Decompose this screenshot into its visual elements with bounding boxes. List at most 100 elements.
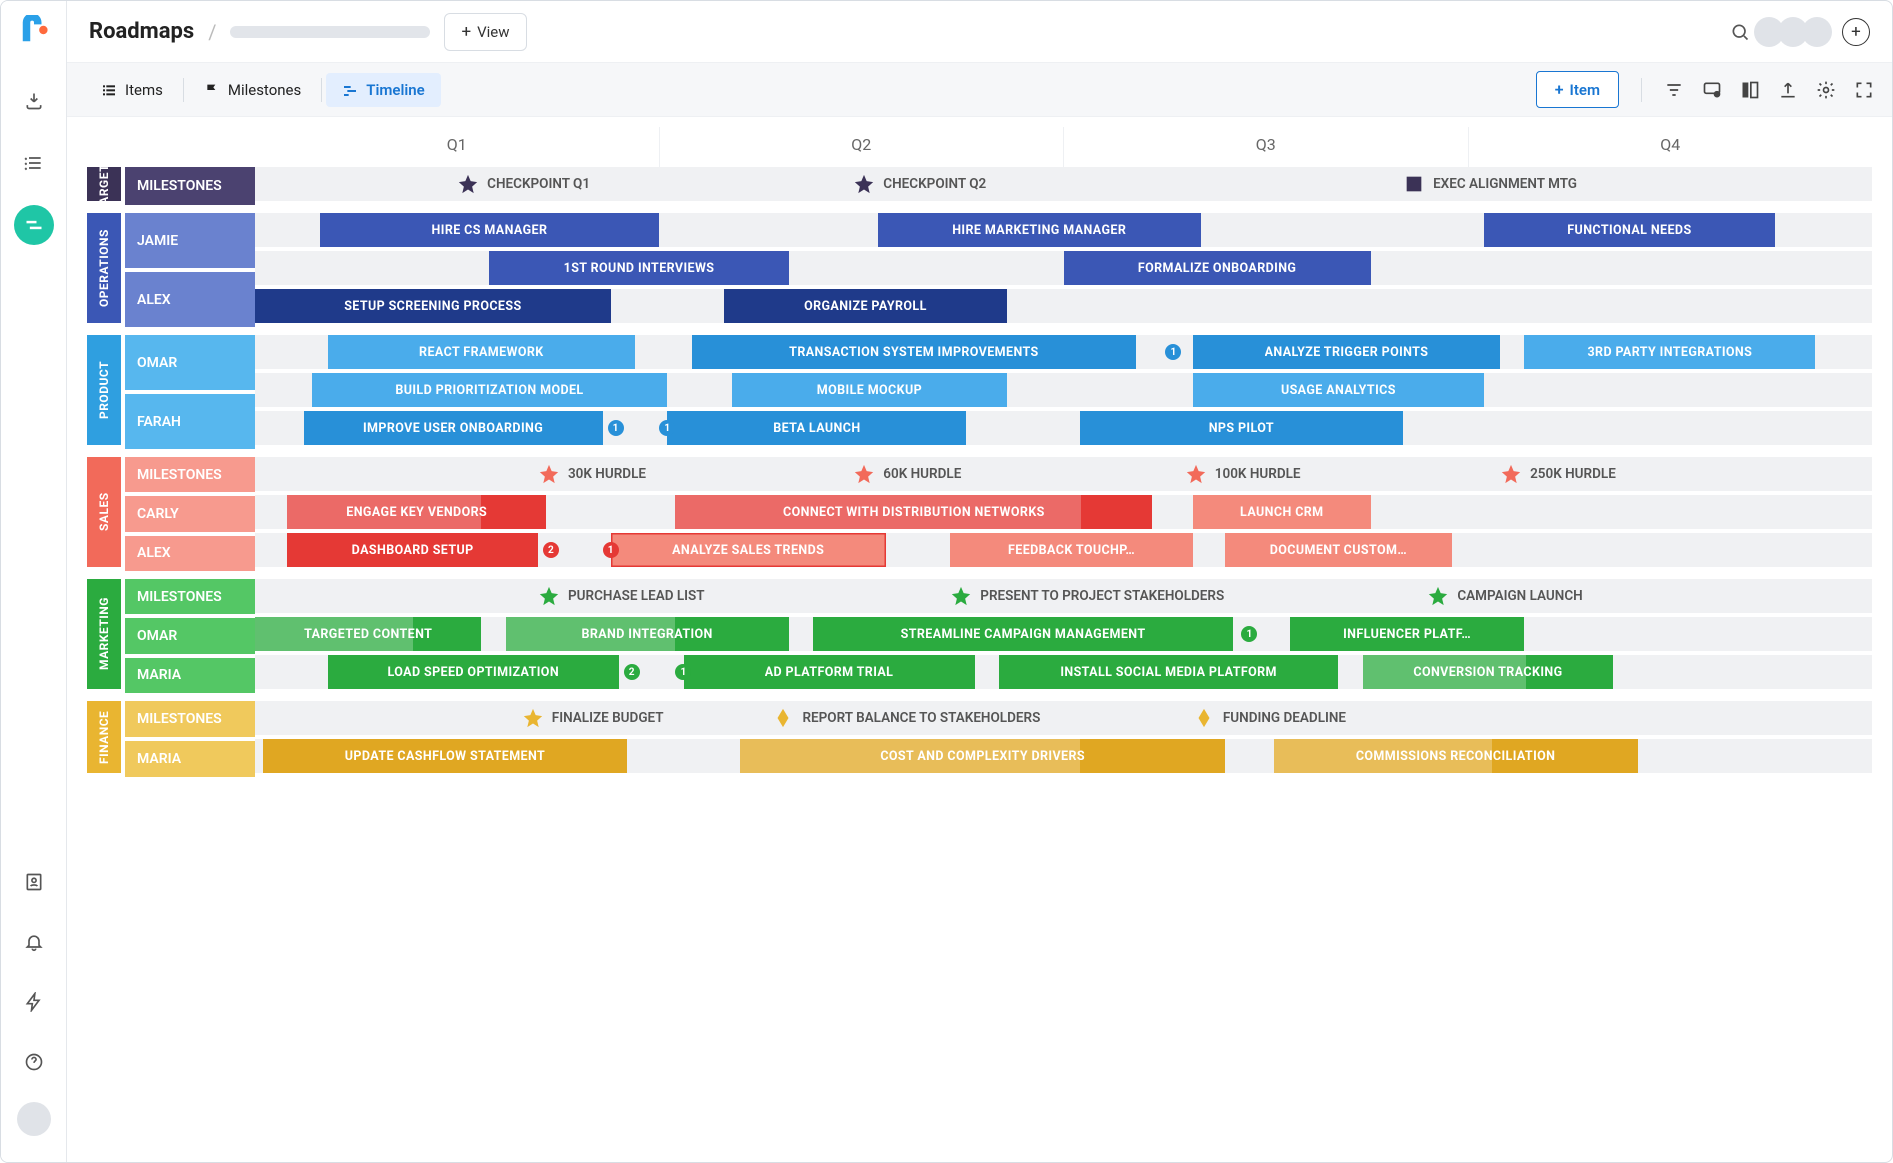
timeline-bar[interactable]: IMPROVE USER ONBOARDING <box>304 411 603 445</box>
timeline-row: ENGAGE KEY VENDORS CONNECT WITH DISTRIBUT… <box>255 495 1872 529</box>
timeline-bar[interactable]: ENGAGE KEY VENDORS <box>287 495 546 529</box>
dependency-badge[interactable]: 2 <box>543 542 559 558</box>
invite-button[interactable]: + <box>1842 18 1870 46</box>
timeline-bar[interactable]: TARGETED CONTENT <box>255 617 481 651</box>
timeline-bar[interactable]: MOBILE MOCKUP <box>732 373 1007 407</box>
app-logo[interactable] <box>19 15 49 45</box>
dependency-badge[interactable]: 1 <box>608 420 624 436</box>
notifications-icon[interactable] <box>14 922 54 962</box>
timeline-bar[interactable]: BETA LAUNCH <box>667 411 966 445</box>
timeline-bar[interactable]: CONVERSION TRACKING <box>1363 655 1614 689</box>
tab-items[interactable]: Items <box>85 73 179 107</box>
timeline-bar[interactable]: LAUNCH CRM <box>1193 495 1371 529</box>
swimlane-person[interactable]: ALEX <box>125 272 255 327</box>
timeline-row: 1ST ROUND INTERVIEWS FORMALIZE ONBOARDING <box>255 251 1872 285</box>
timeline-bar[interactable]: DOCUMENT CUSTOM… <box>1225 533 1451 567</box>
swimlane-person[interactable]: FARAH <box>125 394 255 449</box>
swimlane-person[interactable]: MILESTONES <box>125 701 255 737</box>
filter-icon[interactable] <box>1664 80 1684 100</box>
timeline-bar[interactable]: FEEDBACK TOUCHP… <box>950 533 1193 567</box>
milestone[interactable]: FUNDING DEADLINE <box>1193 707 1346 729</box>
timeline-bar[interactable]: INFLUENCER PLATF… <box>1290 617 1524 651</box>
section-tab-product[interactable]: PRODUCT <box>87 335 121 445</box>
bolt-icon[interactable] <box>14 982 54 1022</box>
timeline-bar[interactable]: CONNECT WITH DISTRIBUTION NETWORKS <box>675 495 1152 529</box>
timeline-bar[interactable]: DASHBOARD SETUP <box>287 533 538 567</box>
tab-timeline[interactable]: Timeline <box>326 73 440 107</box>
timeline-bar[interactable]: FUNCTIONAL NEEDS <box>1484 213 1775 247</box>
timeline-bar[interactable]: SETUP SCREENING PROCESS <box>255 289 611 323</box>
dependency-badge[interactable]: 1 <box>603 542 619 558</box>
timeline-bar[interactable]: INSTALL SOCIAL MEDIA PLATFORM <box>999 655 1339 689</box>
timeline-bar[interactable]: REACT FRAMEWORK <box>328 335 635 369</box>
swimlane-person[interactable]: MARIA <box>125 741 255 777</box>
contacts-icon[interactable] <box>14 862 54 902</box>
section-tab-operations[interactable]: OPERATIONS <box>87 213 121 323</box>
user-avatar[interactable] <box>17 1102 51 1136</box>
timeline-bar[interactable]: ANALYZE SALES TRENDS <box>611 533 886 567</box>
milestone[interactable]: 60K HURDLE <box>853 463 961 485</box>
timeline-bar[interactable]: LOAD SPEED OPTIMIZATION <box>328 655 619 689</box>
help-icon[interactable] <box>14 1042 54 1082</box>
milestone[interactable]: 100K HURDLE <box>1185 463 1301 485</box>
milestone[interactable]: CHECKPOINT Q2 <box>853 173 986 195</box>
timeline-bar[interactable]: USAGE ANALYTICS <box>1193 373 1484 407</box>
milestone[interactable]: CHECKPOINT Q1 <box>457 173 590 195</box>
timeline-bar[interactable]: ORGANIZE PAYROLL <box>724 289 1007 323</box>
export-icon[interactable] <box>1778 80 1798 100</box>
fullscreen-icon[interactable] <box>1854 80 1874 100</box>
timeline-bar[interactable]: ANALYZE TRIGGER POINTS <box>1193 335 1500 369</box>
add-item-button[interactable]: +Item <box>1536 71 1619 108</box>
timeline-bar[interactable]: STREAMLINE CAMPAIGN MANAGEMENT <box>813 617 1233 651</box>
timeline-bar[interactable]: COMMISSIONS RECONCILIATION <box>1274 739 1638 773</box>
timeline-bar[interactable]: BRAND INTEGRATION <box>506 617 789 651</box>
milestone[interactable]: REPORT BALANCE TO STAKEHOLDERS <box>772 707 1040 729</box>
dependency-badge[interactable]: 1 <box>1241 626 1257 642</box>
milestone[interactable]: 30K HURDLE <box>538 463 646 485</box>
swimlane-person[interactable]: ALEX <box>125 536 255 571</box>
swimlane-person[interactable]: MARIA <box>125 658 255 693</box>
link-icon[interactable] <box>1702 80 1722 100</box>
timeline-bar[interactable]: AD PLATFORM TRIAL <box>684 655 975 689</box>
section-tab-targets[interactable]: TARGETS <box>87 167 121 201</box>
dependency-badge[interactable]: 2 <box>624 664 640 680</box>
collaborator-avatars[interactable] <box>1760 17 1832 47</box>
milestone[interactable]: EXEC ALIGNMENT MTG <box>1403 173 1577 195</box>
tab-milestones[interactable]: Milestones <box>188 73 317 107</box>
page-title: Roadmaps <box>89 19 194 44</box>
timeline-bar[interactable]: COST AND COMPLEXITY DRIVERS <box>740 739 1225 773</box>
section-tab-marketing[interactable]: MARKETING <box>87 579 121 689</box>
timeline-bar[interactable]: HIRE CS MANAGER <box>320 213 660 247</box>
timeline-bar[interactable]: UPDATE CASHFLOW STATEMENT <box>263 739 627 773</box>
timeline-bar[interactable]: HIRE MARKETING MANAGER <box>878 213 1201 247</box>
section-tab-finance[interactable]: FINANCE <box>87 701 121 773</box>
swimlane-person[interactable]: MILESTONES <box>125 579 255 614</box>
timeline-bar[interactable]: TRANSACTION SYSTEM IMPROVEMENTS <box>692 335 1137 369</box>
dependency-badge[interactable]: 1 <box>1165 344 1181 360</box>
settings-icon[interactable] <box>1816 80 1836 100</box>
timeline-bar[interactable]: 1ST ROUND INTERVIEWS <box>489 251 788 285</box>
timeline-bar[interactable]: FORMALIZE ONBOARDING <box>1064 251 1371 285</box>
milestone[interactable]: CAMPAIGN LAUNCH <box>1427 585 1582 607</box>
search-icon[interactable] <box>1730 22 1750 42</box>
list-icon[interactable] <box>14 143 54 183</box>
swimlane-person[interactable]: MILESTONES <box>125 167 255 205</box>
swimlane-person[interactable]: OMAR <box>125 335 255 390</box>
swimlane-person[interactable]: CARLY <box>125 496 255 531</box>
timeline-bar[interactable]: 3RD PARTY INTEGRATIONS <box>1524 335 1815 369</box>
milestone[interactable]: PURCHASE LEAD LIST <box>538 585 705 607</box>
milestone[interactable]: 250K HURDLE <box>1500 463 1616 485</box>
roadmap-icon[interactable] <box>14 205 54 245</box>
milestone[interactable]: PRESENT TO PROJECT STAKEHOLDERS <box>950 585 1224 607</box>
milestone[interactable]: FINALIZE BUDGET <box>522 707 664 729</box>
download-icon[interactable] <box>14 81 54 121</box>
breadcrumb-placeholder[interactable] <box>230 26 430 38</box>
swimlane-person[interactable]: OMAR <box>125 618 255 653</box>
swimlane-person[interactable]: MILESTONES <box>125 457 255 492</box>
timeline-bar[interactable]: NPS PILOT <box>1080 411 1403 445</box>
timeline-bar[interactable]: BUILD PRIORITIZATION MODEL <box>312 373 668 407</box>
section-tab-sales[interactable]: SALES <box>87 457 121 567</box>
swimlane-person[interactable]: JAMIE <box>125 213 255 268</box>
layout-icon[interactable] <box>1740 80 1760 100</box>
add-view-button[interactable]: +View <box>444 13 526 51</box>
